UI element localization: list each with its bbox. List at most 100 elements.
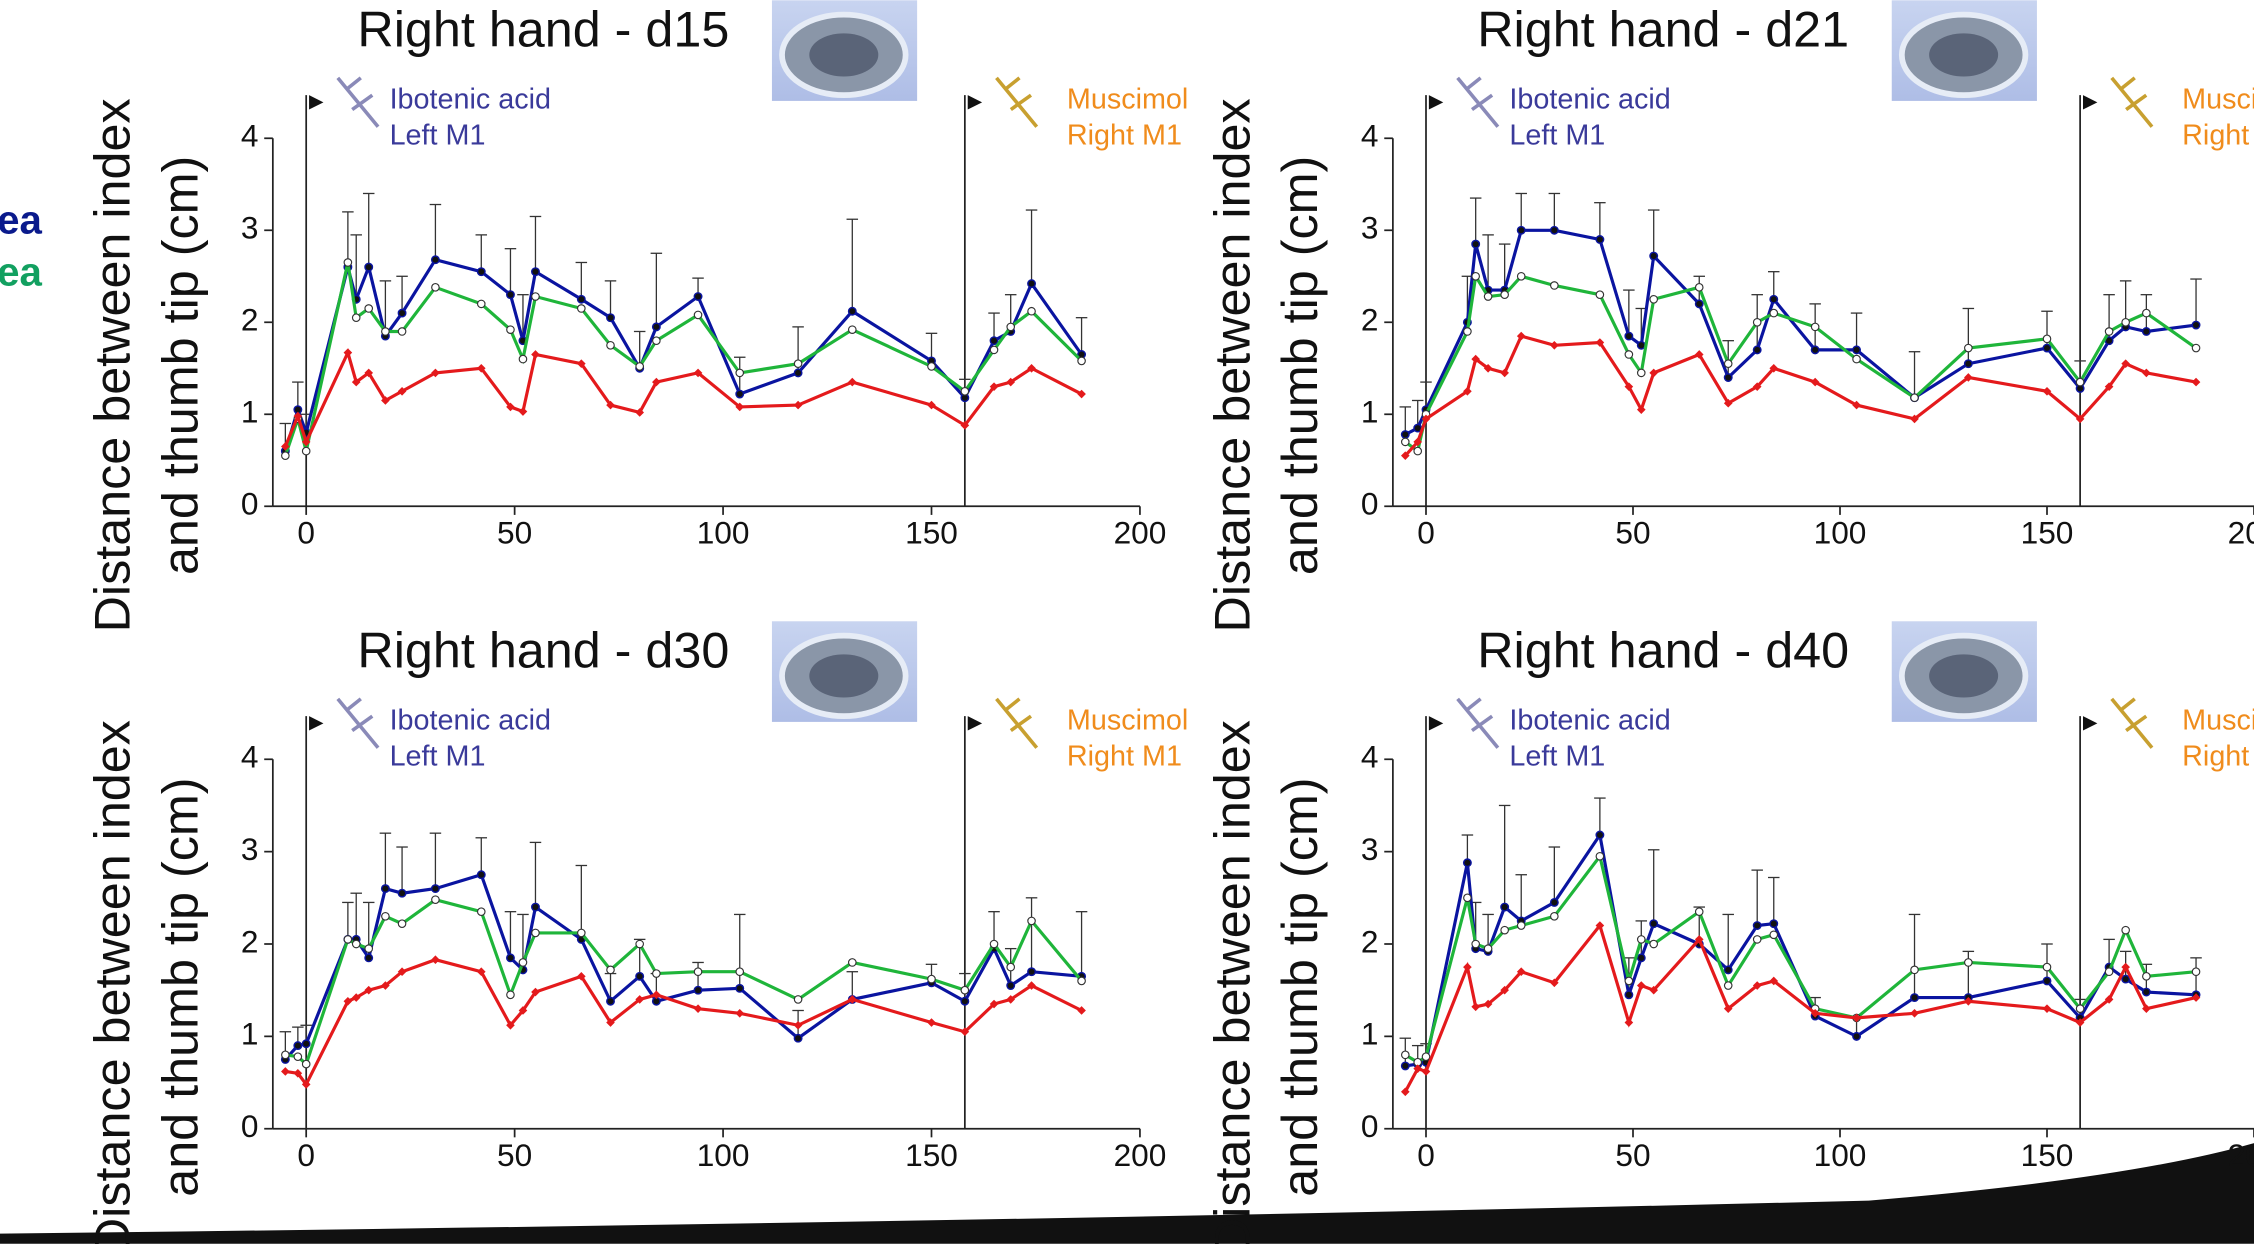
error-bar (1075, 911, 1088, 977)
marker (301, 1039, 311, 1049)
event-flag (309, 716, 324, 731)
error-bar (925, 332, 938, 361)
marker (1810, 377, 1820, 387)
marker (2191, 343, 2201, 353)
marker (1595, 290, 1605, 299)
vial-image (1929, 654, 1999, 698)
error-bar (1515, 192, 1527, 231)
y-tick-label: 3 (241, 831, 259, 867)
marker (1769, 294, 1779, 304)
marker (1500, 368, 1509, 378)
marker (989, 999, 999, 1009)
marker (1421, 414, 1431, 424)
marker (1027, 967, 1037, 977)
marker (1027, 279, 1037, 289)
marker (381, 911, 390, 921)
marker (1910, 965, 1919, 975)
marker (1550, 911, 1559, 921)
error-bar (1647, 209, 1660, 257)
marker (1624, 976, 1634, 986)
marker (506, 290, 515, 300)
error-bar (504, 911, 517, 958)
x-tick-label: 200 (2228, 1137, 2254, 1173)
chart-title: Right hand - d40 (1477, 622, 1849, 679)
marker (1810, 322, 1820, 332)
error-bar (1722, 913, 1734, 970)
marker (1006, 377, 1016, 387)
error-bar (350, 234, 362, 300)
y-tick-label: 4 (1361, 118, 1379, 154)
marker (606, 313, 615, 323)
y-tick-label: 2 (1361, 923, 1379, 959)
error-bar (988, 312, 1000, 341)
slide-decoration (0, 1143, 2254, 1244)
error-bar (1768, 271, 1780, 300)
x-tick-label: 50 (1615, 514, 1650, 550)
marker (476, 363, 486, 373)
marker (2142, 1004, 2151, 1013)
marker (1550, 340, 1559, 350)
marker (301, 446, 311, 456)
marker (301, 1080, 311, 1089)
series-line (1404, 334, 2197, 457)
marker (735, 1008, 745, 1018)
marker (960, 985, 970, 995)
marker (397, 386, 407, 396)
marker (293, 1041, 303, 1051)
annotation: Ibotenic acid (1509, 705, 1670, 737)
marker (1595, 830, 1605, 840)
error-bar (2190, 957, 2202, 995)
marker (2104, 967, 2114, 977)
marker (989, 345, 999, 355)
marker (927, 400, 936, 410)
marker (2121, 962, 2130, 972)
series-line (1404, 852, 2197, 1065)
marker (2075, 1004, 2085, 1013)
error-bar (350, 892, 362, 940)
marker (793, 995, 803, 1004)
annotation: Left M1 (390, 740, 486, 772)
annotation: Ibotenic acid (390, 84, 551, 116)
marker (281, 442, 290, 451)
annotation: Right M1 (2182, 740, 2254, 772)
marker (2075, 377, 2085, 387)
syringe-icon (995, 697, 1039, 749)
event-flag (967, 95, 983, 110)
marker (364, 262, 374, 272)
y-tick-label: 2 (241, 923, 259, 959)
marker (351, 313, 361, 322)
annotation: Muscimol (1067, 84, 1188, 116)
marker (1550, 281, 1559, 290)
marker (343, 935, 353, 944)
x-tick-label: 150 (905, 514, 958, 550)
error-bar (429, 203, 442, 260)
marker (577, 304, 586, 313)
marker (1500, 985, 1509, 995)
marker (364, 953, 374, 963)
x-tick-label: 150 (2021, 514, 2074, 550)
x-tick-label: 200 (1114, 514, 1167, 550)
marker (2191, 967, 2201, 977)
x-tick-label: 50 (497, 514, 532, 550)
y-tick-label: 4 (1361, 739, 1379, 775)
marker (1463, 386, 1472, 396)
error-bar (1411, 399, 1424, 429)
marker (1723, 359, 1733, 368)
marker (1549, 897, 1559, 907)
marker (430, 884, 440, 894)
marker (576, 294, 586, 304)
marker (847, 958, 857, 967)
error-bar (575, 864, 588, 940)
marker (735, 983, 745, 993)
marker (2042, 343, 2052, 353)
marker (1077, 1006, 1086, 1015)
marker (1649, 985, 1659, 995)
y-axis-label: Distance between index (1204, 720, 1261, 1244)
marker (1500, 902, 1510, 912)
y-tick-label: 3 (1361, 831, 1379, 867)
y-tick-label: 4 (241, 118, 259, 154)
marker (693, 1004, 703, 1013)
error-bar (1647, 849, 1660, 924)
marker (397, 919, 407, 928)
marker (1400, 430, 1410, 439)
